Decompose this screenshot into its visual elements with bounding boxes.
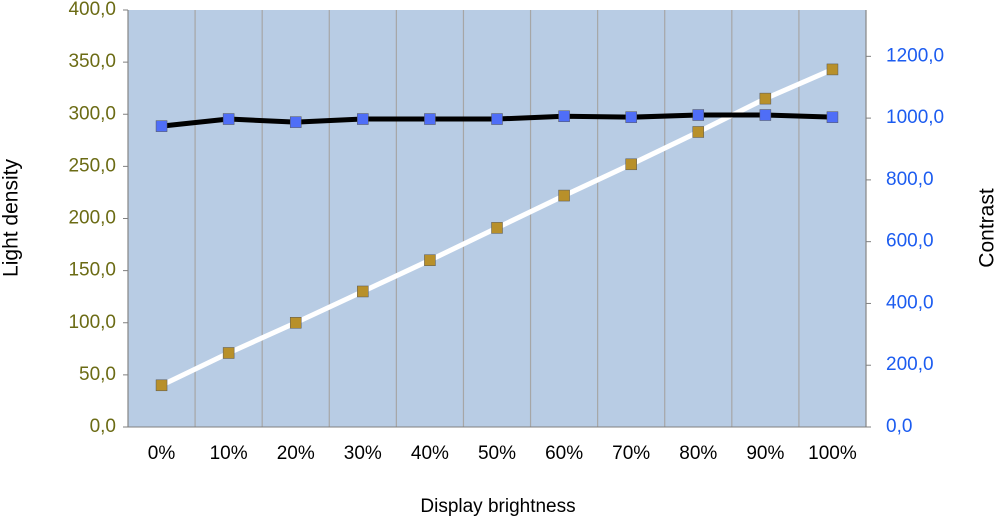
x-tick-label: 30% (344, 443, 382, 464)
y-tick-label: 150,0 (68, 260, 116, 281)
marker (289, 317, 302, 329)
x-axis-label: Display brightness (420, 496, 575, 517)
plot-area (128, 10, 866, 427)
x-tick-label: 90% (746, 443, 784, 464)
y-tick-label: 300,0 (68, 103, 116, 124)
x-tick-label: 80% (679, 443, 717, 464)
marker (692, 109, 705, 121)
marker (759, 92, 772, 105)
x-tick-label: 10% (210, 443, 248, 464)
marker (491, 222, 503, 234)
marker (491, 113, 503, 125)
y2-tick-label: 600,0 (886, 231, 934, 252)
y-axis-label: Light density (0, 159, 23, 277)
y2-axis-label: Contrast (976, 188, 999, 268)
marker (424, 113, 436, 125)
y2-tick-label: 400,0 (886, 292, 934, 313)
marker (826, 111, 839, 123)
marker (625, 158, 637, 171)
x-tick-label: 40% (411, 443, 449, 464)
marker (558, 189, 570, 202)
x-tick-label: 100% (808, 443, 857, 464)
marker (155, 120, 168, 132)
y2-tick-label: 0,0 (886, 416, 912, 437)
y-tick-label: 100,0 (68, 312, 116, 333)
marker (558, 110, 570, 123)
marker (625, 111, 637, 123)
marker (222, 347, 235, 359)
x-tick-label: 0% (148, 443, 176, 464)
y-tick-label: 400,0 (68, 0, 116, 20)
marker (222, 113, 235, 125)
marker (357, 113, 369, 125)
y-tick-label: 200,0 (68, 208, 116, 229)
x-tick-label: 20% (277, 443, 315, 464)
y-tick-label: 50,0 (79, 364, 116, 385)
marker (155, 379, 168, 392)
y2-tick-label: 1200,0 (886, 45, 944, 66)
y-tick-label: 0,0 (90, 416, 116, 437)
marker (289, 116, 302, 128)
marker (759, 109, 772, 121)
marker (357, 285, 369, 298)
y2-tick-label: 200,0 (886, 354, 934, 375)
x-tick-label: 70% (612, 443, 650, 464)
y2-tick-label: 1000,0 (886, 107, 944, 128)
marker (826, 63, 839, 76)
y2-tick-label: 800,0 (886, 169, 934, 190)
x-tick-label: 50% (478, 443, 516, 464)
x-tick-label: 60% (545, 443, 583, 464)
marker (692, 126, 705, 138)
y-tick-label: 250,0 (68, 155, 116, 176)
marker (424, 254, 436, 266)
y-tick-label: 350,0 (68, 51, 116, 72)
